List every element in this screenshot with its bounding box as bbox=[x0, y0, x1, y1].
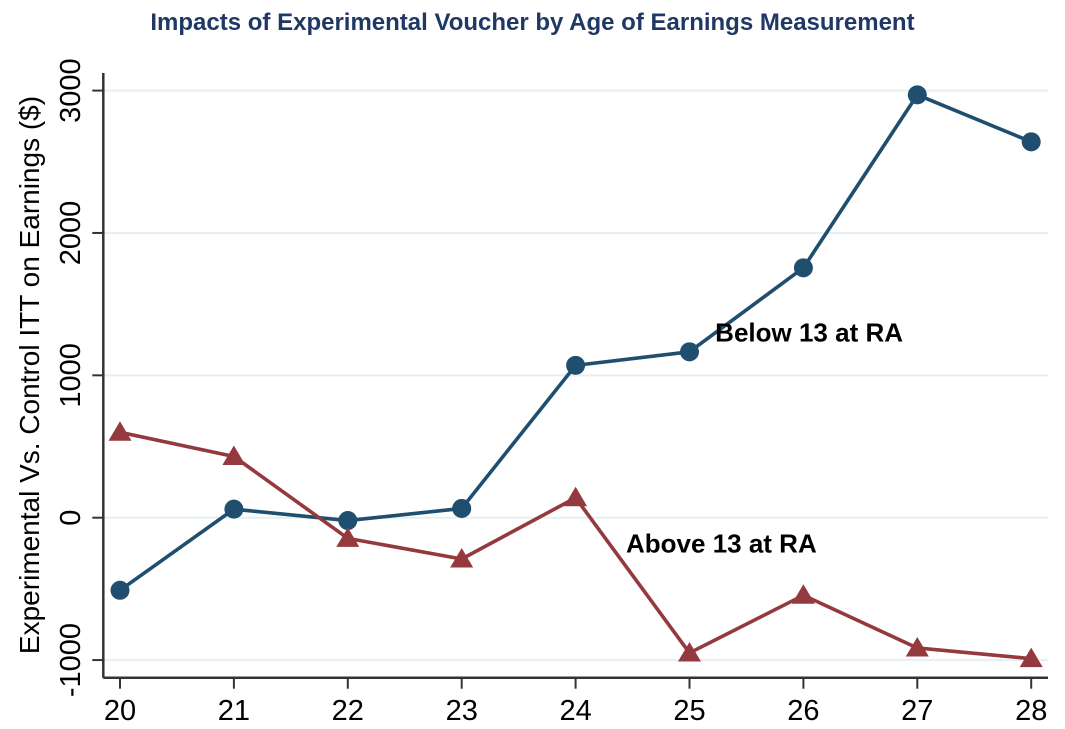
marker-triangle-above-13-at-ra bbox=[108, 421, 132, 441]
y-tick-label: 0 bbox=[55, 510, 87, 526]
x-tick-label: 27 bbox=[901, 695, 933, 727]
y-tick-label: 1000 bbox=[55, 343, 87, 408]
marker-circle-below-13-at-ra bbox=[452, 498, 472, 518]
marker-circle-below-13-at-ra bbox=[1021, 132, 1041, 152]
x-tick-label: 20 bbox=[104, 695, 136, 727]
marker-circle-below-13-at-ra bbox=[793, 258, 813, 278]
series-label-above-13-at-ra: Above 13 at RA bbox=[626, 528, 817, 558]
marker-circle-below-13-at-ra bbox=[338, 511, 358, 531]
x-tick-label: 23 bbox=[446, 695, 478, 727]
x-tick-label: 24 bbox=[559, 695, 591, 727]
marker-triangle-above-13-at-ra bbox=[678, 641, 701, 662]
x-tick-label: 22 bbox=[332, 695, 364, 727]
marker-triangle-above-13-at-ra bbox=[450, 547, 474, 568]
x-tick-label: 25 bbox=[673, 695, 705, 727]
x-tick-label: 21 bbox=[218, 695, 250, 727]
marker-circle-below-13-at-ra bbox=[907, 85, 927, 105]
x-tick-label: 28 bbox=[1015, 695, 1047, 727]
marker-circle-below-13-at-ra bbox=[566, 355, 586, 375]
y-tick-label: -1000 bbox=[55, 623, 87, 697]
y-tick-label: 2000 bbox=[55, 201, 87, 266]
series-line-above-13-at-ra bbox=[118, 430, 1033, 661]
y-tick-label: 3000 bbox=[55, 58, 87, 123]
marker-circle-below-13-at-ra bbox=[110, 580, 130, 600]
marker-circle-below-13-at-ra bbox=[680, 342, 699, 362]
marker-triangle-above-13-at-ra bbox=[564, 486, 588, 507]
series-label-below-13-at-ra: Below 13 at RA bbox=[715, 318, 903, 348]
marker-circle-below-13-at-ra bbox=[224, 499, 244, 519]
x-tick-label: 26 bbox=[787, 695, 819, 727]
marker-triangle-above-13-at-ra bbox=[1019, 647, 1043, 668]
marker-triangle-above-13-at-ra bbox=[336, 527, 360, 547]
marker-triangle-above-13-at-ra bbox=[791, 584, 815, 604]
marker-triangle-above-13-at-ra bbox=[222, 445, 246, 465]
marker-triangle-above-13-at-ra bbox=[905, 636, 929, 657]
chart-title: Impacts of Experimental Voucher by Age o… bbox=[150, 9, 915, 36]
